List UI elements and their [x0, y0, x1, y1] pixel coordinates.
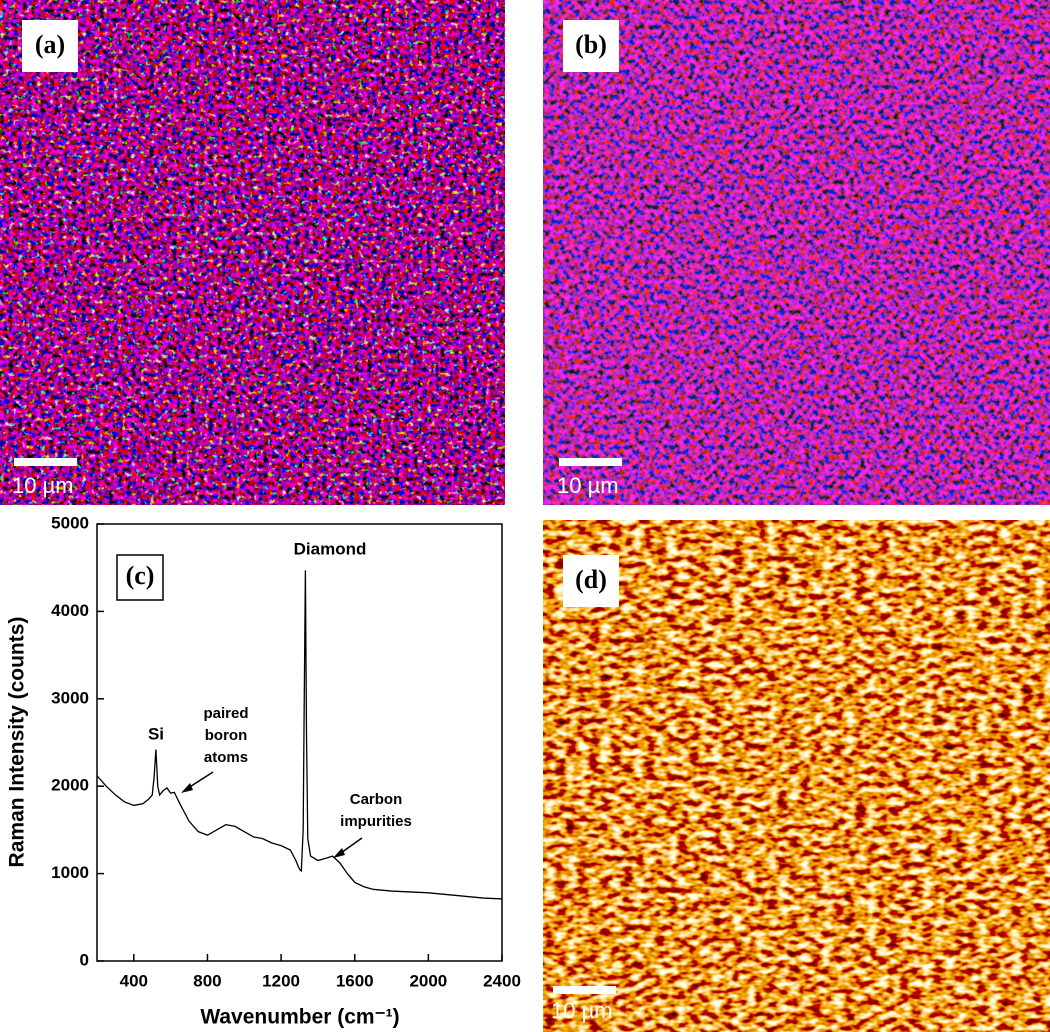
- label-box: [563, 555, 619, 607]
- label-box: [563, 20, 619, 72]
- y-axis-label: Raman Intensity (counts): [6, 617, 29, 868]
- x-tick-label: 400: [120, 971, 148, 990]
- panel-label: (a): [35, 30, 65, 59]
- spectrum-line: [96, 570, 503, 900]
- y-tick-label: 1000: [51, 863, 89, 882]
- panel-label: (b): [575, 30, 607, 59]
- annotation: atoms: [204, 749, 248, 766]
- plot-frame: [96, 523, 503, 962]
- panel-a: (a) 10 µm: [0, 0, 505, 505]
- annotation: Diamond: [294, 539, 367, 558]
- panel-label: (d): [575, 565, 607, 594]
- label-box: [116, 554, 164, 601]
- panel-b: (b) 10 µm: [543, 0, 1050, 505]
- annotation: Carbon: [350, 791, 403, 808]
- x-tick-label: 2000: [409, 971, 447, 990]
- annotation: boron: [205, 727, 248, 744]
- scale-bar: [14, 458, 77, 466]
- scale-label: 10 µm: [557, 473, 619, 498]
- x-axis-label: Wavenumber (cm⁻¹): [200, 1006, 399, 1029]
- y-tick-label: 4000: [51, 601, 89, 620]
- x-tick-label: 2400: [483, 971, 521, 990]
- map-image: [543, 520, 1050, 1032]
- y-tick-label: 2000: [51, 776, 89, 795]
- annotation: impurities: [340, 813, 412, 830]
- panel-d: (d) 10 µm: [543, 520, 1050, 1032]
- scale-label: 10 µm: [551, 998, 613, 1023]
- map-image: [543, 0, 1050, 505]
- scale-bar: [559, 458, 622, 466]
- label-box: [22, 20, 78, 72]
- y-tick-label: 0: [80, 950, 89, 969]
- arrow-head: [333, 848, 345, 858]
- scale-bar: [553, 986, 616, 994]
- y-tick-label: 5000: [51, 513, 89, 532]
- annotation: paired: [203, 705, 248, 722]
- x-tick-label: 1200: [262, 971, 300, 990]
- map-image: [0, 0, 505, 505]
- x-tick-label: 800: [193, 971, 221, 990]
- arrow-head: [181, 783, 193, 793]
- x-tick-label: 1600: [336, 971, 374, 990]
- scale-label: 10 µm: [12, 473, 74, 498]
- panel-label: (c): [126, 561, 155, 590]
- annotation: Si: [148, 724, 164, 743]
- y-tick-label: 3000: [51, 688, 89, 707]
- panel-c: (c) Wavenumber (cm⁻¹) Raman Intensity (c…: [6, 513, 521, 1028]
